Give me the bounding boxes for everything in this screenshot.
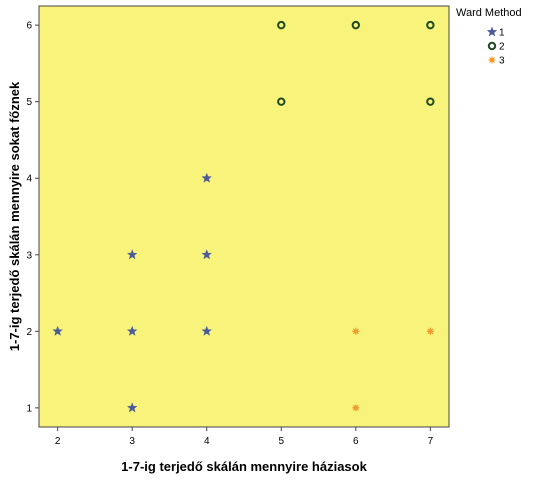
data-point-star xyxy=(201,325,213,336)
x-axis: 2 3 4 5 6 7 xyxy=(55,427,434,447)
data-point-star xyxy=(52,325,63,336)
data-points xyxy=(52,20,435,413)
data-point-circle-open xyxy=(426,20,435,30)
legend-label: 3 xyxy=(499,56,505,67)
data-point-star xyxy=(126,325,138,336)
legend-title: Ward Method xyxy=(456,7,522,19)
y-tick-label: 5 xyxy=(26,97,32,108)
x-tick-label: 6 xyxy=(353,436,359,447)
data-point-star xyxy=(201,172,213,183)
x-axis-title: 1-7-ig terjedő skálán mennyire háziasok xyxy=(121,459,367,474)
data-point-circle-open xyxy=(351,20,361,30)
legend: Ward Method 1 2 3 xyxy=(456,7,522,67)
legend-label: 2 xyxy=(499,42,505,53)
legend-marker-asterisk xyxy=(488,56,496,64)
data-point-star xyxy=(126,402,138,413)
x-tick-label: 5 xyxy=(278,436,284,447)
data-point-asterisk xyxy=(426,327,434,335)
data-point-circle-open xyxy=(277,20,286,30)
data-point-star xyxy=(201,249,213,260)
legend-label: 1 xyxy=(499,28,505,39)
y-axis: 1 2 3 4 5 6 xyxy=(26,21,39,414)
data-point-star xyxy=(126,249,138,260)
plot-area xyxy=(38,5,450,428)
y-tick-label: 2 xyxy=(26,327,32,338)
data-point-circle-open xyxy=(426,97,435,106)
y-tick-label: 3 xyxy=(26,250,32,261)
y-tick-label: 6 xyxy=(26,21,32,32)
y-tick-label: 4 xyxy=(26,174,32,185)
x-tick-label: 2 xyxy=(55,436,61,447)
x-tick-label: 4 xyxy=(204,436,210,447)
data-point-asterisk xyxy=(352,327,360,335)
y-tick-label: 1 xyxy=(26,403,32,414)
x-tick-label: 3 xyxy=(129,436,135,447)
legend-marker-circle-open xyxy=(487,41,497,51)
legend-marker-star xyxy=(486,26,498,37)
data-point-circle-open xyxy=(277,97,286,106)
data-point-asterisk xyxy=(352,404,360,412)
x-tick-label: 7 xyxy=(428,436,434,447)
y-axis-title: 1-7-ig terjedő skálán mennyire sokat főz… xyxy=(7,81,22,351)
